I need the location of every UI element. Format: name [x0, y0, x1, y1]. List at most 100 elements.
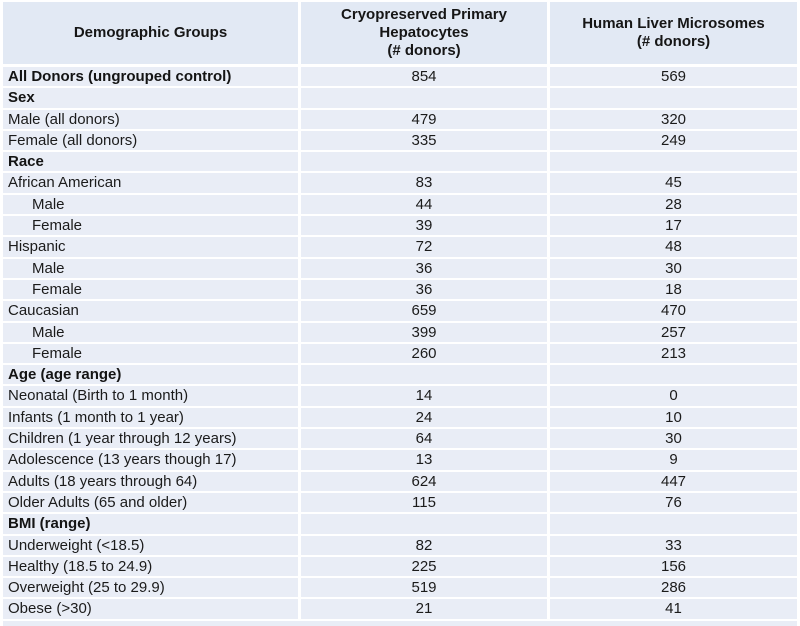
- microsomes-donor-count: [550, 514, 797, 534]
- row-label: Sex: [3, 88, 298, 108]
- hepatocytes-donor-count: 519: [301, 578, 547, 598]
- microsomes-donor-count: 48: [550, 237, 797, 257]
- hepatocytes-donor-count: 24: [301, 407, 547, 428]
- microsomes-donor-count: 257: [550, 322, 797, 342]
- table-bottom-strip: [3, 620, 797, 626]
- row-label: Male: [3, 258, 298, 278]
- column-header-demographic-groups: Demographic Groups: [3, 2, 298, 64]
- table-row: Female 36 18: [3, 279, 797, 300]
- table-row: Hispanic 72 48: [3, 237, 797, 257]
- hepatocytes-donor-count: [301, 514, 547, 534]
- column-header-cryopreserved-primary-hepatocytes: Cryopreserved Primary Hepatocytes (# don…: [301, 2, 547, 64]
- table-row: Overweight (25 to 29.9) 519 286: [3, 578, 797, 598]
- row-label: Age (age range): [3, 365, 298, 385]
- table-row: Caucasian 659 470: [3, 301, 797, 321]
- table-row: Adolescence (13 years though 17) 13 9: [3, 450, 797, 470]
- hepatocytes-donor-count: 854: [301, 67, 547, 87]
- section-row: Race: [3, 152, 797, 172]
- hepatocytes-donor-count: 624: [301, 471, 547, 491]
- hepatocytes-donor-count: 36: [301, 258, 547, 278]
- row-label: African American: [3, 173, 298, 193]
- hepatocytes-donor-count: 115: [301, 492, 547, 513]
- microsomes-donor-count: 9: [550, 450, 797, 470]
- table-row: Neonatal (Birth to 1 month) 14 0: [3, 386, 797, 406]
- microsomes-donor-count: 30: [550, 429, 797, 449]
- hepatocytes-donor-count: 39: [301, 216, 547, 236]
- microsomes-donor-count: 10: [550, 407, 797, 428]
- hepatocytes-donor-count: 72: [301, 237, 547, 257]
- demographics-table: Demographic Groups Cryopreserved Primary…: [3, 2, 797, 626]
- table-row: Obese (>30) 21 41: [3, 599, 797, 619]
- hepatocytes-donor-count: 399: [301, 322, 547, 342]
- row-label: Female: [3, 279, 298, 300]
- microsomes-donor-count: 17: [550, 216, 797, 236]
- row-label: Children (1 year through 12 years): [3, 429, 298, 449]
- hepatocytes-donor-count: [301, 88, 547, 108]
- hepatocytes-donor-count: [301, 365, 547, 385]
- row-label: Neonatal (Birth to 1 month): [3, 386, 298, 406]
- hepatocytes-donor-count: 659: [301, 301, 547, 321]
- table-row: Male (all donors) 479 320: [3, 109, 797, 129]
- hepatocytes-donor-count: 44: [301, 194, 547, 215]
- table-body: All Donors (ungrouped control) 854 569 Sex M…: [3, 67, 797, 619]
- hepatocytes-donor-count: 479: [301, 109, 547, 129]
- microsomes-donor-count: [550, 88, 797, 108]
- microsomes-donor-count: [550, 365, 797, 385]
- microsomes-donor-count: 30: [550, 258, 797, 278]
- row-label: Adults (18 years through 64): [3, 471, 298, 491]
- microsomes-donor-count: 249: [550, 130, 797, 151]
- microsomes-donor-count: 213: [550, 343, 797, 364]
- microsomes-donor-count: 320: [550, 109, 797, 129]
- hepatocytes-donor-count: 64: [301, 429, 547, 449]
- table-row: Infants (1 month to 1 year) 24 10: [3, 407, 797, 428]
- hepatocytes-donor-count: 260: [301, 343, 547, 364]
- microsomes-donor-count: 156: [550, 556, 797, 577]
- hepatocytes-donor-count: 82: [301, 535, 547, 555]
- microsomes-donor-count: 470: [550, 301, 797, 321]
- hepatocytes-donor-count: 335: [301, 130, 547, 151]
- microsomes-donor-count: [550, 152, 797, 172]
- microsomes-donor-count: 569: [550, 67, 797, 87]
- hepatocytes-donor-count: 225: [301, 556, 547, 577]
- row-label: Adolescence (13 years though 17): [3, 450, 298, 470]
- column-header-human-liver-microsomes: Human Liver Microsomes (# donors): [550, 2, 797, 64]
- table-row: African American 83 45: [3, 173, 797, 193]
- table-row: Female (all donors) 335 249: [3, 130, 797, 151]
- section-row: Age (age range): [3, 365, 797, 385]
- microsomes-donor-count: 76: [550, 492, 797, 513]
- row-label: Race: [3, 152, 298, 172]
- microsomes-donor-count: 28: [550, 194, 797, 215]
- hepatocytes-donor-count: 36: [301, 279, 547, 300]
- row-label: Female (all donors): [3, 130, 298, 151]
- microsomes-donor-count: 18: [550, 279, 797, 300]
- row-label: Healthy (18.5 to 24.9): [3, 556, 298, 577]
- hepatocytes-donor-count: 21: [301, 599, 547, 619]
- row-label: Female: [3, 343, 298, 364]
- row-label: Infants (1 month to 1 year): [3, 407, 298, 428]
- microsomes-donor-count: 286: [550, 578, 797, 598]
- row-label: Hispanic: [3, 237, 298, 257]
- table-row: Healthy (18.5 to 24.9) 225 156: [3, 556, 797, 577]
- microsomes-donor-count: 33: [550, 535, 797, 555]
- hepatocytes-donor-count: [301, 152, 547, 172]
- row-label: Male: [3, 194, 298, 215]
- row-label: Male: [3, 322, 298, 342]
- row-label: Older Adults (65 and older): [3, 492, 298, 513]
- table-row: Children (1 year through 12 years) 64 30: [3, 429, 797, 449]
- microsomes-donor-count: 41: [550, 599, 797, 619]
- table-row: Female 39 17: [3, 216, 797, 236]
- row-label: BMI (range): [3, 514, 298, 534]
- table-row: Older Adults (65 and older) 115 76: [3, 492, 797, 513]
- row-label: Underweight (<18.5): [3, 535, 298, 555]
- table-row: Male 399 257: [3, 322, 797, 342]
- row-label: Caucasian: [3, 301, 298, 321]
- hepatocytes-donor-count: 14: [301, 386, 547, 406]
- table-header-row: Demographic Groups Cryopreserved Primary…: [3, 2, 797, 64]
- row-label: Male (all donors): [3, 109, 298, 129]
- microsomes-donor-count: 0: [550, 386, 797, 406]
- hepatocytes-donor-count: 13: [301, 450, 547, 470]
- section-row: BMI (range): [3, 514, 797, 534]
- microsomes-donor-count: 447: [550, 471, 797, 491]
- row-label: Overweight (25 to 29.9): [3, 578, 298, 598]
